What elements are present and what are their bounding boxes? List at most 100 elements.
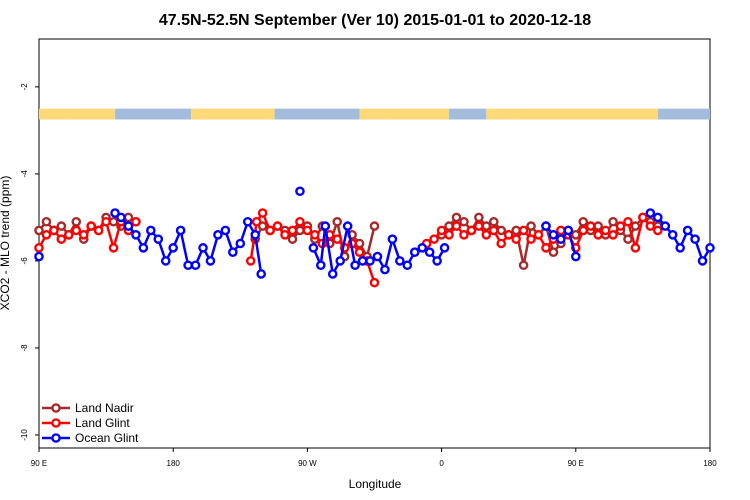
- data-point-land-glint: [34, 243, 44, 253]
- data-point-land-glint: [332, 234, 343, 244]
- data-point-ocean-glint: [548, 229, 559, 240]
- data-point-land-nadir: [444, 221, 454, 231]
- data-point-ocean-glint: [335, 256, 346, 266]
- data-point-land-glint: [653, 225, 663, 236]
- data-point-ocean-glint: [295, 186, 305, 197]
- data-point-land-glint: [474, 221, 484, 231]
- series-land-glint: [34, 208, 663, 288]
- legend-marker-land-nadir: [51, 403, 61, 413]
- data-point-land-glint: [78, 229, 89, 240]
- data-point-ocean-glint: [424, 247, 435, 258]
- data-point-ocean-glint: [350, 260, 360, 271]
- data-point-land-glint: [466, 225, 477, 236]
- y-tick-label: -4: [20, 170, 29, 178]
- strip-land: [39, 108, 116, 120]
- data-point-ocean-glint: [571, 251, 581, 262]
- data-point-ocean-glint: [653, 212, 663, 223]
- data-point-land-nadir: [571, 229, 581, 240]
- data-point-land-nadir: [623, 234, 633, 244]
- data-point-ocean-glint: [183, 260, 193, 271]
- data-point-ocean-glint: [357, 256, 368, 266]
- data-point-ocean-glint: [675, 243, 685, 253]
- data-point-ocean-glint: [34, 251, 44, 262]
- data-point-land-glint: [287, 225, 298, 236]
- data-point-land-nadir: [451, 212, 462, 223]
- strip-ocean: [274, 108, 360, 120]
- data-point-land-nadir: [548, 247, 559, 258]
- data-point-land-glint: [600, 225, 611, 236]
- data-point-land-nadir: [593, 221, 603, 231]
- data-point-land-glint: [503, 229, 514, 240]
- data-point-ocean-glint: [705, 243, 715, 253]
- data-point-ocean-glint: [250, 229, 261, 240]
- data-point-ocean-glint: [563, 225, 574, 236]
- data-point-land-nadir: [56, 221, 67, 231]
- data-point-land-glint: [518, 225, 529, 236]
- data-point-land-nadir: [488, 216, 499, 227]
- data-point-land-glint: [101, 216, 111, 227]
- data-point-ocean-glint: [417, 243, 428, 253]
- data-point-ocean-glint: [110, 208, 120, 218]
- data-point-ocean-glint: [213, 229, 223, 240]
- data-point-ocean-glint: [690, 234, 700, 244]
- data-point-ocean-glint: [146, 225, 156, 236]
- strip-land: [486, 108, 658, 120]
- data-point-ocean-glint: [190, 260, 201, 271]
- data-point-ocean-glint: [682, 225, 693, 236]
- data-point-land-glint: [578, 225, 589, 236]
- data-point-ocean-glint: [220, 225, 231, 236]
- data-point-land-glint: [131, 216, 141, 227]
- data-point-land-nadir: [34, 225, 44, 236]
- y-axis-label: XCO2 - MLO trend (ppm): [0, 176, 12, 311]
- data-point-land-nadir: [630, 221, 641, 231]
- data-point-land-nadir: [71, 216, 82, 227]
- data-point-land-glint: [444, 229, 454, 240]
- x-axis-label: Longitude: [349, 477, 402, 491]
- data-point-ocean-glint: [256, 269, 266, 279]
- legend-label-land-nadir: Land Nadir: [75, 401, 134, 415]
- strip-land: [191, 108, 275, 120]
- legend-label-land-glint: Land Glint: [75, 416, 130, 430]
- data-point-land-glint: [436, 225, 447, 236]
- data-point-land-glint: [41, 229, 52, 240]
- data-point-land-glint: [280, 229, 290, 240]
- data-point-ocean-glint: [116, 212, 126, 223]
- data-point-land-glint: [64, 229, 74, 240]
- data-point-ocean-glint: [138, 243, 149, 253]
- chart-title: 47.5N-52.5N September (Ver 10) 2015-01-0…: [159, 12, 591, 29]
- data-point-land-glint: [556, 225, 566, 236]
- x-tick-label: 0: [439, 459, 444, 468]
- y-axis: -2 -4 -6 -8 -10: [20, 83, 39, 441]
- data-point-ocean-glint: [667, 229, 678, 240]
- data-point-land-glint: [265, 225, 275, 236]
- y-tick-label: -10: [20, 429, 29, 441]
- data-point-ocean-glint: [175, 225, 186, 236]
- data-point-land-glint: [615, 221, 626, 231]
- legend-marker-land-glint: [51, 418, 61, 428]
- data-point-land-nadir: [526, 221, 536, 231]
- data-point-land-glint: [645, 221, 656, 231]
- data-point-ocean-glint: [697, 256, 708, 266]
- data-point-ocean-glint: [320, 221, 331, 231]
- data-point-land-glint: [257, 208, 268, 218]
- data-point-land-glint: [533, 229, 544, 240]
- y-tick-label: -6: [20, 257, 29, 265]
- data-point-ocean-glint: [131, 229, 141, 240]
- data-point-land-nadir: [41, 216, 52, 227]
- data-point-land-glint: [295, 216, 305, 227]
- data-point-land-glint: [49, 225, 59, 236]
- series-ocean-glint: [34, 186, 715, 279]
- data-point-land-nadir: [332, 216, 343, 227]
- data-point-land-glint: [86, 221, 96, 231]
- data-point-ocean-glint: [395, 256, 405, 266]
- data-point-land-glint: [488, 225, 499, 236]
- data-point-land-nadir: [257, 221, 268, 231]
- data-point-land-glint: [593, 229, 603, 240]
- data-point-ocean-glint: [645, 208, 656, 218]
- legend-label-ocean-glint: Ocean Glint: [75, 431, 139, 445]
- data-point-ocean-glint: [660, 221, 671, 231]
- x-axis: 90 E 180 90 W 0 90 E 180: [31, 448, 717, 468]
- strip-ocean: [449, 108, 487, 120]
- data-point-land-glint: [496, 238, 507, 249]
